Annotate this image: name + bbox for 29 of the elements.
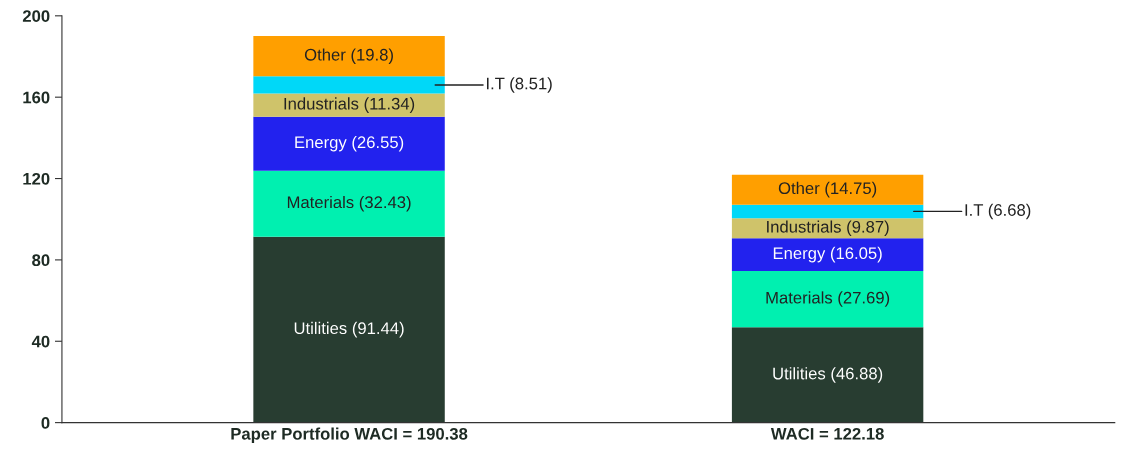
data-label: Other (19.8) [304,48,393,64]
data-label: Utilities (46.88) [773,367,883,383]
data-label: I.T (6.68) [965,203,1031,220]
bar [253,116,445,171]
bar [731,238,924,271]
data-label: I.T (8.51) [486,77,552,93]
y-tick-label: 160 [23,91,50,104]
x-tick-label: Paper Portfolio WACI = 190.38 [231,427,468,444]
x-tick-label: WACI = 122.18 [770,427,884,440]
bar [253,170,445,237]
y-tick-label: 120 [23,172,50,185]
data-label: Materials (27.69) [766,291,890,307]
bar [253,93,445,117]
data-label: Energy (16.05) [773,246,882,263]
y-tick-label: 200 [22,10,50,23]
data-label: Utilities (91.44) [294,321,404,338]
bar [731,204,924,219]
data-label: Materials (32.43) [287,195,411,212]
bar [731,270,924,328]
y-tick-label: 80 [32,254,50,267]
data-label: Other (14.75) [778,181,877,198]
y-tick-label: 0 [41,417,50,429]
data-label: Industrials (9.87) [767,220,889,237]
data-label: Industrials (11.34) [284,97,415,113]
bar [731,174,924,205]
bar [253,76,445,94]
data-label: Energy (26.55) [295,135,404,152]
bar [253,36,445,77]
y-tick-label: 40 [31,335,50,348]
